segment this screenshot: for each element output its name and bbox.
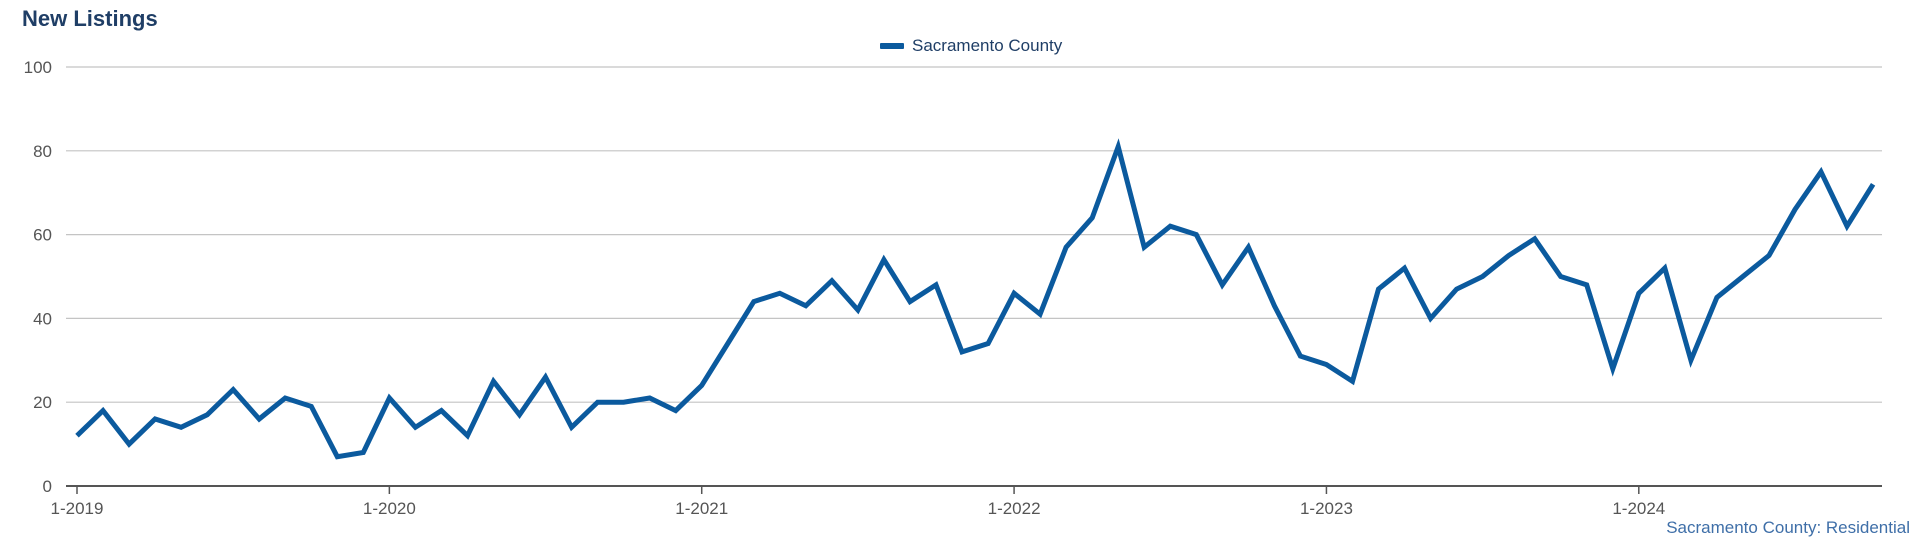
data-point[interactable] (99, 407, 107, 415)
data-point[interactable] (828, 277, 836, 285)
data-point[interactable] (489, 377, 497, 385)
data-point[interactable] (125, 440, 133, 448)
data-point[interactable] (1609, 365, 1617, 373)
data-point[interactable] (1765, 252, 1773, 260)
x-tick-label: 1-2021 (675, 499, 728, 518)
data-point[interactable] (516, 411, 524, 419)
data-point[interactable] (1791, 205, 1799, 213)
data-point[interactable] (229, 386, 237, 394)
data-point[interactable] (1661, 264, 1669, 272)
data-point[interactable] (1687, 356, 1695, 364)
data-point[interactable] (932, 281, 940, 289)
data-point[interactable] (1427, 314, 1435, 322)
data-point[interactable] (1817, 168, 1825, 176)
data-point[interactable] (1036, 310, 1044, 318)
data-point[interactable] (1375, 285, 1383, 293)
data-point[interactable] (724, 340, 732, 348)
y-tick-label: 80 (33, 142, 52, 161)
data-point[interactable] (1296, 352, 1304, 360)
data-point[interactable] (1505, 252, 1513, 260)
data-point[interactable] (1270, 302, 1278, 310)
data-point[interactable] (1062, 243, 1070, 251)
y-tick-label: 20 (33, 393, 52, 412)
data-point[interactable] (1322, 360, 1330, 368)
data-point[interactable] (1114, 143, 1122, 151)
data-point[interactable] (776, 289, 784, 297)
x-tick-label: 1-2022 (988, 499, 1041, 518)
data-point[interactable] (1140, 243, 1148, 251)
data-point[interactable] (984, 340, 992, 348)
data-point[interactable] (698, 381, 706, 389)
data-point[interactable] (1635, 289, 1643, 297)
data-point[interactable] (73, 432, 81, 440)
y-tick-label: 100 (24, 58, 52, 77)
data-point[interactable] (1166, 222, 1174, 230)
data-point[interactable] (646, 394, 654, 402)
data-point[interactable] (1244, 243, 1252, 251)
legend-label: Sacramento County (912, 36, 1063, 55)
data-point[interactable] (1583, 281, 1591, 289)
y-tick-label: 40 (33, 309, 52, 328)
data-point[interactable] (1218, 281, 1226, 289)
data-point[interactable] (542, 373, 550, 381)
legend[interactable]: Sacramento County (880, 36, 1062, 56)
data-point[interactable] (1088, 214, 1096, 222)
data-point[interactable] (568, 423, 576, 431)
data-point[interactable] (255, 415, 263, 423)
data-point[interactable] (1739, 273, 1747, 281)
data-point[interactable] (307, 402, 315, 410)
data-point[interactable] (750, 298, 758, 306)
data-point[interactable] (1010, 289, 1018, 297)
x-tick-label: 1-2024 (1612, 499, 1665, 518)
data-point[interactable] (1453, 285, 1461, 293)
chart-title: New Listings (22, 6, 158, 31)
data-point[interactable] (1869, 180, 1877, 188)
data-point[interactable] (385, 394, 393, 402)
data-point[interactable] (854, 306, 862, 314)
data-point[interactable] (177, 423, 185, 431)
data-point[interactable] (411, 423, 419, 431)
source-note: Sacramento County: Residential (1666, 518, 1910, 537)
data-point[interactable] (1348, 377, 1356, 385)
data-point[interactable] (463, 432, 471, 440)
data-point[interactable] (1479, 273, 1487, 281)
y-tick-label: 60 (33, 226, 52, 245)
x-tick-label: 1-2019 (51, 499, 104, 518)
data-point[interactable] (359, 448, 367, 456)
data-point[interactable] (281, 394, 289, 402)
x-tick-label: 1-2023 (1300, 499, 1353, 518)
data-point[interactable] (1531, 235, 1539, 243)
data-point[interactable] (1401, 264, 1409, 272)
data-point[interactable] (620, 398, 628, 406)
legend-swatch (880, 43, 904, 49)
data-point[interactable] (802, 302, 810, 310)
series-line[interactable] (75, 138, 1876, 460)
data-point[interactable] (151, 415, 159, 423)
data-point[interactable] (1713, 293, 1721, 301)
data-point[interactable] (672, 407, 680, 415)
data-point[interactable] (1557, 273, 1565, 281)
data-point[interactable] (594, 398, 602, 406)
data-point[interactable] (1843, 222, 1851, 230)
data-point[interactable] (437, 407, 445, 415)
data-point[interactable] (958, 348, 966, 356)
data-point[interactable] (906, 298, 914, 306)
data-point[interactable] (880, 256, 888, 264)
x-tick-label: 1-2020 (363, 499, 416, 518)
y-tick-label: 0 (43, 477, 52, 496)
data-point[interactable] (333, 453, 341, 461)
data-point[interactable] (1192, 231, 1200, 239)
data-point[interactable] (203, 411, 211, 419)
